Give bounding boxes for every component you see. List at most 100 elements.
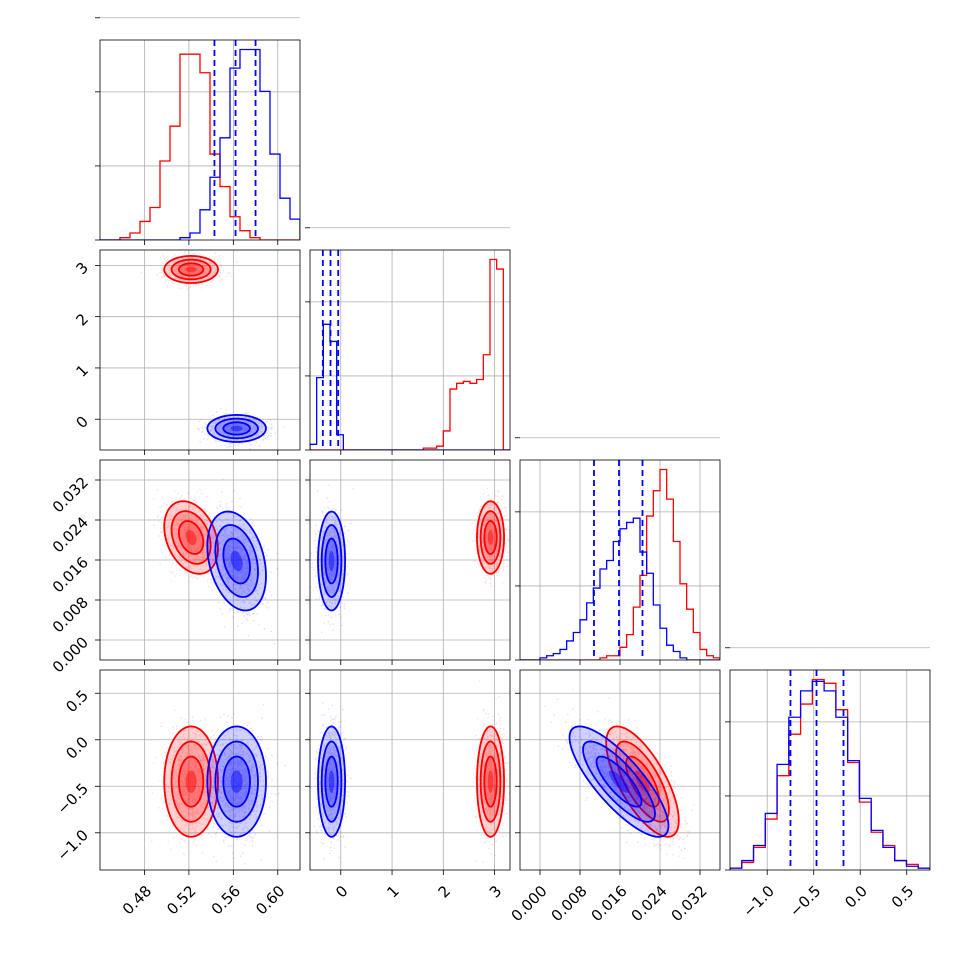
data-layer (100, 40, 930, 870)
density-fill (480, 511, 501, 564)
x-tick-label: 0.52 (163, 882, 199, 918)
y-tick-label: 0.032 (49, 473, 92, 516)
density-fill (487, 530, 494, 545)
density-fill (487, 770, 494, 793)
density-fill (626, 756, 659, 807)
x-tick-label: 0 (332, 882, 351, 901)
histogram-group (310, 250, 510, 450)
x-tick-label: −0.5 (786, 882, 824, 920)
histogram-step (310, 258, 510, 450)
scatter-points (473, 680, 510, 863)
pair-panel-group (153, 478, 279, 645)
panel-background (310, 250, 510, 450)
density-fill (230, 550, 243, 572)
density-fill (178, 521, 204, 554)
y-tick-label: −0.5 (54, 780, 92, 818)
density-contour (163, 500, 219, 575)
density-contour (206, 414, 267, 443)
x-tick-label: 0.008 (548, 882, 591, 925)
density-fill (635, 770, 650, 793)
density-contour (177, 755, 205, 808)
density-fill (583, 741, 655, 822)
density-contour (324, 537, 339, 585)
panel-background (100, 250, 300, 450)
density-contour (615, 740, 670, 823)
density-contour (483, 520, 498, 555)
density-contour (605, 725, 680, 838)
density-fill (484, 756, 497, 807)
density-contour (317, 510, 346, 612)
panel-frame (729, 669, 931, 871)
pair-panel-group (310, 680, 510, 863)
density-contour (317, 725, 346, 838)
y-tick-label: 0.0 (62, 733, 92, 763)
histogram-step (520, 517, 720, 660)
density-contour (222, 421, 251, 436)
density-fill (215, 741, 258, 822)
density-contour (595, 755, 643, 808)
density-contour (170, 258, 212, 281)
y-tick-label: 0.5 (62, 687, 92, 717)
panel-frame (99, 249, 301, 451)
density-contour (476, 500, 505, 575)
density-fill (616, 741, 669, 822)
density-contour (483, 755, 498, 808)
density-fill (171, 741, 211, 822)
density-fill (569, 726, 669, 837)
scatter-points (471, 487, 510, 587)
x-tick-label: 0.016 (588, 882, 631, 925)
density-contour (163, 725, 219, 838)
density-contour (222, 537, 251, 585)
density-fill (223, 756, 250, 807)
scatter-points (186, 704, 286, 865)
density-contour (320, 740, 343, 823)
density-contour (320, 524, 343, 598)
histogram-step (100, 53, 300, 240)
density-contour (214, 417, 259, 440)
density-fill (185, 770, 197, 793)
x-tick-label: 0.5 (888, 882, 918, 912)
scatter-points (310, 702, 352, 860)
scatter-points (544, 698, 689, 870)
panel-background (730, 670, 930, 870)
histogram-group (520, 460, 720, 660)
x-tick-label: 0.0 (841, 882, 871, 912)
density-contour (324, 755, 339, 808)
x-tick-label: 0.48 (119, 882, 155, 918)
histogram-step (520, 468, 720, 660)
density-fill (223, 422, 250, 435)
histogram-group (730, 670, 930, 870)
density-contour (214, 740, 259, 823)
x-tick-label: 0.56 (208, 882, 244, 918)
density-fill (321, 741, 342, 822)
panel-frame (309, 669, 511, 871)
y-tick-label: 1 (73, 361, 92, 380)
histogram-group (100, 40, 300, 240)
y-tick-label: 0.008 (49, 593, 92, 636)
density-fill (325, 756, 338, 807)
density-contour (170, 510, 212, 565)
density-contour (177, 262, 205, 277)
density-contour (206, 510, 267, 612)
density-fill (207, 511, 266, 611)
x-tick-label: 3 (486, 882, 505, 901)
density-fill (171, 259, 211, 280)
pair-panel-group (310, 484, 510, 633)
density-contour (568, 725, 670, 838)
density-contour (582, 740, 656, 823)
x-tick-label: 2 (435, 882, 454, 901)
x-tick-label: 0.024 (628, 882, 671, 925)
x-tick-label: 0.60 (252, 882, 288, 918)
density-contour (479, 740, 502, 823)
density-contour (214, 524, 259, 598)
y-tick-label: 2 (73, 310, 92, 329)
density-fill (178, 263, 204, 276)
pair-panel-group (151, 704, 286, 865)
panel-frame (309, 249, 511, 451)
histogram-step (730, 680, 930, 870)
density-fill (596, 756, 642, 807)
y-tick-label: 0 (73, 413, 92, 432)
panel-frame (99, 669, 301, 871)
density-contour (222, 755, 251, 808)
